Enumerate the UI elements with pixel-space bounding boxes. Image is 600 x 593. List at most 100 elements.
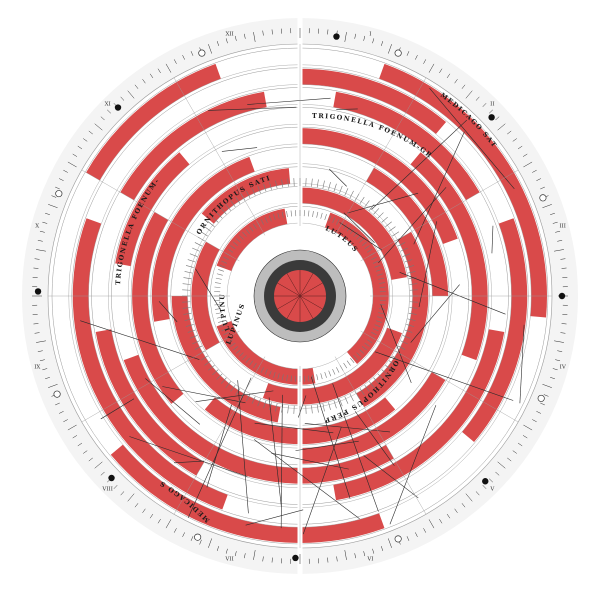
outer-tick	[55, 186, 60, 190]
inner-tick	[220, 377, 227, 384]
outer-tick	[234, 35, 237, 41]
inner-tick	[322, 180, 325, 189]
inner-tick	[406, 265, 415, 268]
inner-tick	[263, 183, 267, 192]
connector-line	[418, 221, 437, 308]
inner-tick	[252, 223, 257, 230]
connector-line	[378, 187, 447, 264]
outer-tick	[33, 323, 39, 325]
outer-tick	[165, 63, 172, 73]
outer-tick	[381, 546, 384, 551]
outer-tick	[406, 51, 410, 56]
inner-tick	[346, 226, 351, 232]
radial-line	[334, 77, 427, 236]
inner-tick	[268, 370, 272, 377]
outer-tick	[475, 491, 480, 496]
inner-tick	[320, 373, 323, 380]
ring-segment	[95, 329, 205, 476]
inner-tick	[328, 181, 331, 190]
outer-tick	[37, 350, 43, 352]
inner-tick	[328, 402, 331, 411]
inner-tick	[378, 277, 385, 280]
inner-tick	[251, 188, 256, 196]
outer-tick	[415, 55, 418, 60]
connector-line	[208, 106, 297, 111]
inner-tick	[343, 362, 348, 369]
inner-tick	[322, 403, 325, 412]
connector-line	[363, 455, 419, 499]
outer-tick	[532, 169, 537, 173]
outer-tick	[165, 519, 172, 529]
inner-tick	[361, 241, 368, 246]
inner-tick	[392, 231, 400, 237]
inner-tick	[192, 340, 200, 345]
inner-tick	[364, 200, 370, 208]
inner-tick	[407, 271, 416, 274]
marker-dot	[108, 474, 115, 482]
inner-tick	[316, 211, 319, 218]
outer-tick	[182, 532, 185, 537]
outer-tick	[55, 402, 60, 406]
outer-tick	[507, 457, 512, 462]
connector-line	[145, 378, 201, 425]
inner-tick	[359, 196, 365, 204]
inner-tick	[287, 178, 289, 187]
marker-dot	[292, 554, 299, 562]
outer-tick	[454, 79, 458, 84]
outer-tick	[67, 161, 77, 168]
inner-tick	[232, 241, 239, 246]
inner-tick	[316, 404, 319, 413]
radial-line	[334, 356, 427, 515]
inner-tick	[235, 388, 241, 396]
outer-tick	[542, 384, 552, 388]
connector-line	[254, 422, 334, 434]
outer-tick	[72, 435, 78, 439]
outer-tick	[142, 508, 146, 513]
outer-tick	[482, 485, 487, 489]
inner-tick	[275, 403, 278, 412]
roman-numeral: II	[490, 102, 494, 108]
connector-lines	[48, 44, 552, 548]
inner-tick	[408, 312, 417, 315]
inner-tick	[308, 210, 310, 217]
outer-tick	[33, 267, 39, 269]
inner-tick	[378, 308, 385, 310]
inner-tick	[252, 362, 257, 369]
roman-numeral: XII	[225, 31, 233, 37]
outer-tick	[83, 138, 88, 142]
roman-numeral: X	[35, 224, 39, 230]
connector-line	[389, 405, 437, 525]
inner-tick	[214, 286, 221, 288]
inner-tick	[408, 277, 417, 280]
inner-tick	[269, 402, 272, 411]
core-spoke	[299, 273, 314, 297]
outer-tick	[51, 195, 57, 198]
inner-tick	[246, 190, 251, 199]
outer-tick	[561, 323, 567, 325]
outer-tick	[36, 249, 46, 252]
connector-line	[295, 440, 359, 451]
roman-numeral: III	[559, 224, 566, 230]
inner-tick	[400, 247, 408, 252]
inner-tick	[277, 212, 280, 219]
inner-tick	[388, 226, 396, 232]
outer-tick	[557, 350, 563, 352]
connector-line	[195, 390, 274, 403]
connector-line	[162, 386, 246, 404]
connector-line	[380, 304, 412, 383]
outer-tick	[199, 539, 202, 545]
inner-tick	[407, 318, 416, 321]
connector-line	[519, 324, 525, 404]
inner-tick	[185, 324, 194, 327]
center-core	[253, 249, 347, 343]
outer-tick	[173, 59, 177, 64]
outer-tick	[134, 503, 139, 508]
inner-tick	[366, 248, 373, 253]
outer-tick	[127, 493, 135, 502]
inner-tick	[404, 329, 413, 333]
connector-line	[410, 284, 460, 343]
roman-numeral: IV	[560, 364, 567, 370]
inner-tick	[375, 269, 382, 272]
inner-tick	[372, 260, 379, 264]
outer-tick	[63, 169, 68, 173]
